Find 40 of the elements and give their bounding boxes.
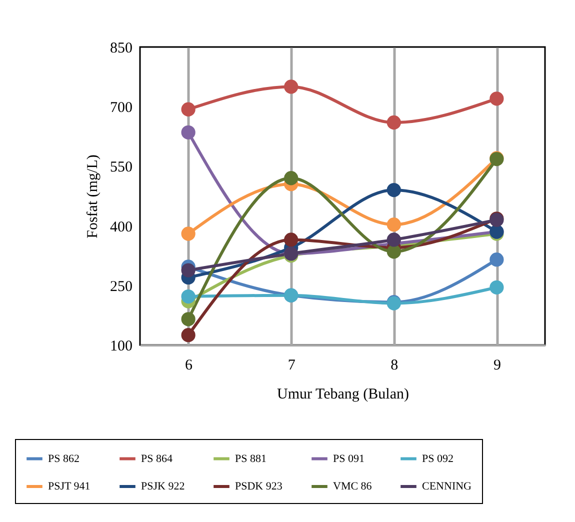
- point: [284, 80, 298, 94]
- point: [490, 280, 504, 294]
- point: [181, 312, 196, 326]
- legend-label: PS 091: [333, 452, 364, 465]
- point: [181, 263, 196, 278]
- legend-label: CENNING: [422, 480, 472, 492]
- point: [386, 115, 401, 130]
- point: [284, 171, 298, 186]
- x-tick-label: 9: [493, 358, 501, 374]
- point: [490, 252, 504, 267]
- legend-label: PS 881: [235, 452, 266, 465]
- point: [386, 244, 401, 259]
- point: [181, 328, 196, 342]
- x-tick-label: 6: [185, 358, 194, 374]
- x-axis-title: Umur Tebang (Bulan): [277, 386, 409, 402]
- y-tick-label: 250: [110, 278, 132, 295]
- y-tick-label: 850: [110, 40, 132, 56]
- x-tick-label: 7: [288, 358, 296, 374]
- legend-label: PSJK 922: [141, 480, 185, 492]
- legend-label: PSJT 941: [48, 480, 90, 492]
- legend-label: PS 862: [48, 452, 80, 465]
- y-tick-label: 400: [110, 219, 132, 236]
- x-tick-label: 8: [390, 358, 398, 374]
- legend-label: PSDK 923: [235, 480, 283, 492]
- y-tick-label: 100: [110, 338, 132, 354]
- legend-label: PS 092: [422, 452, 454, 465]
- point: [181, 289, 196, 304]
- point: [490, 92, 504, 106]
- y-tick-label: 550: [110, 160, 132, 176]
- y-tick-label: 700: [110, 100, 132, 116]
- point: [386, 218, 401, 232]
- legend-label: VMC 86: [333, 480, 372, 492]
- point: [284, 232, 298, 247]
- point: [386, 232, 401, 247]
- legend-label: PS 864: [141, 452, 173, 465]
- y-axis-title: Fosfat (mg/L): [85, 154, 101, 238]
- point: [181, 102, 196, 116]
- point: [181, 125, 196, 140]
- point: [181, 226, 196, 241]
- point: [386, 182, 401, 198]
